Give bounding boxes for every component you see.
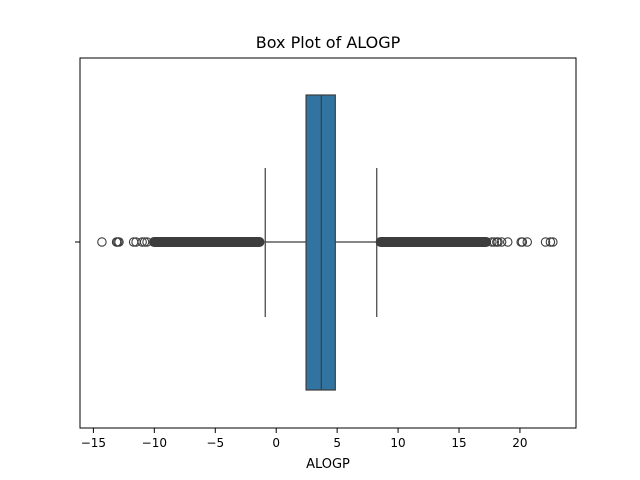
outlier-point [545, 237, 556, 247]
x-axis-label: ALOGP [306, 457, 350, 472]
x-tick-label: 15 [451, 436, 466, 450]
x-tick-label: −15 [81, 436, 106, 450]
x-tick-label: 20 [512, 436, 527, 450]
outlier-point [489, 237, 500, 247]
x-tick-label: 10 [390, 436, 405, 450]
outlier-band [375, 237, 492, 247]
outlier-point [496, 237, 507, 247]
outlier-point [548, 237, 558, 247]
outlier-point [540, 237, 551, 247]
outlier-point [137, 237, 147, 247]
outlier-point [503, 237, 513, 247]
outlier-point [97, 237, 107, 247]
outlier-point [522, 237, 533, 247]
x-tick-label: 5 [333, 436, 341, 450]
x-tick-label: −5 [206, 436, 224, 450]
plot-frame [79, 57, 577, 429]
x-tick-label: −10 [142, 436, 167, 450]
x-tick-label: 0 [272, 436, 280, 450]
outlier-point [493, 237, 503, 247]
box-iqr [305, 94, 336, 391]
chart-title: Box Plot of ALOGP [256, 33, 401, 52]
outlier-point [142, 237, 152, 247]
outlier-band [148, 237, 265, 247]
outlier-point [139, 237, 150, 247]
outlier-point [517, 237, 528, 247]
plot-area [97, 94, 558, 391]
x-axis: −15 −10 −5 0 5 10 15 20 [81, 428, 528, 450]
outlier-point [114, 237, 124, 247]
outlier-point [487, 237, 497, 247]
